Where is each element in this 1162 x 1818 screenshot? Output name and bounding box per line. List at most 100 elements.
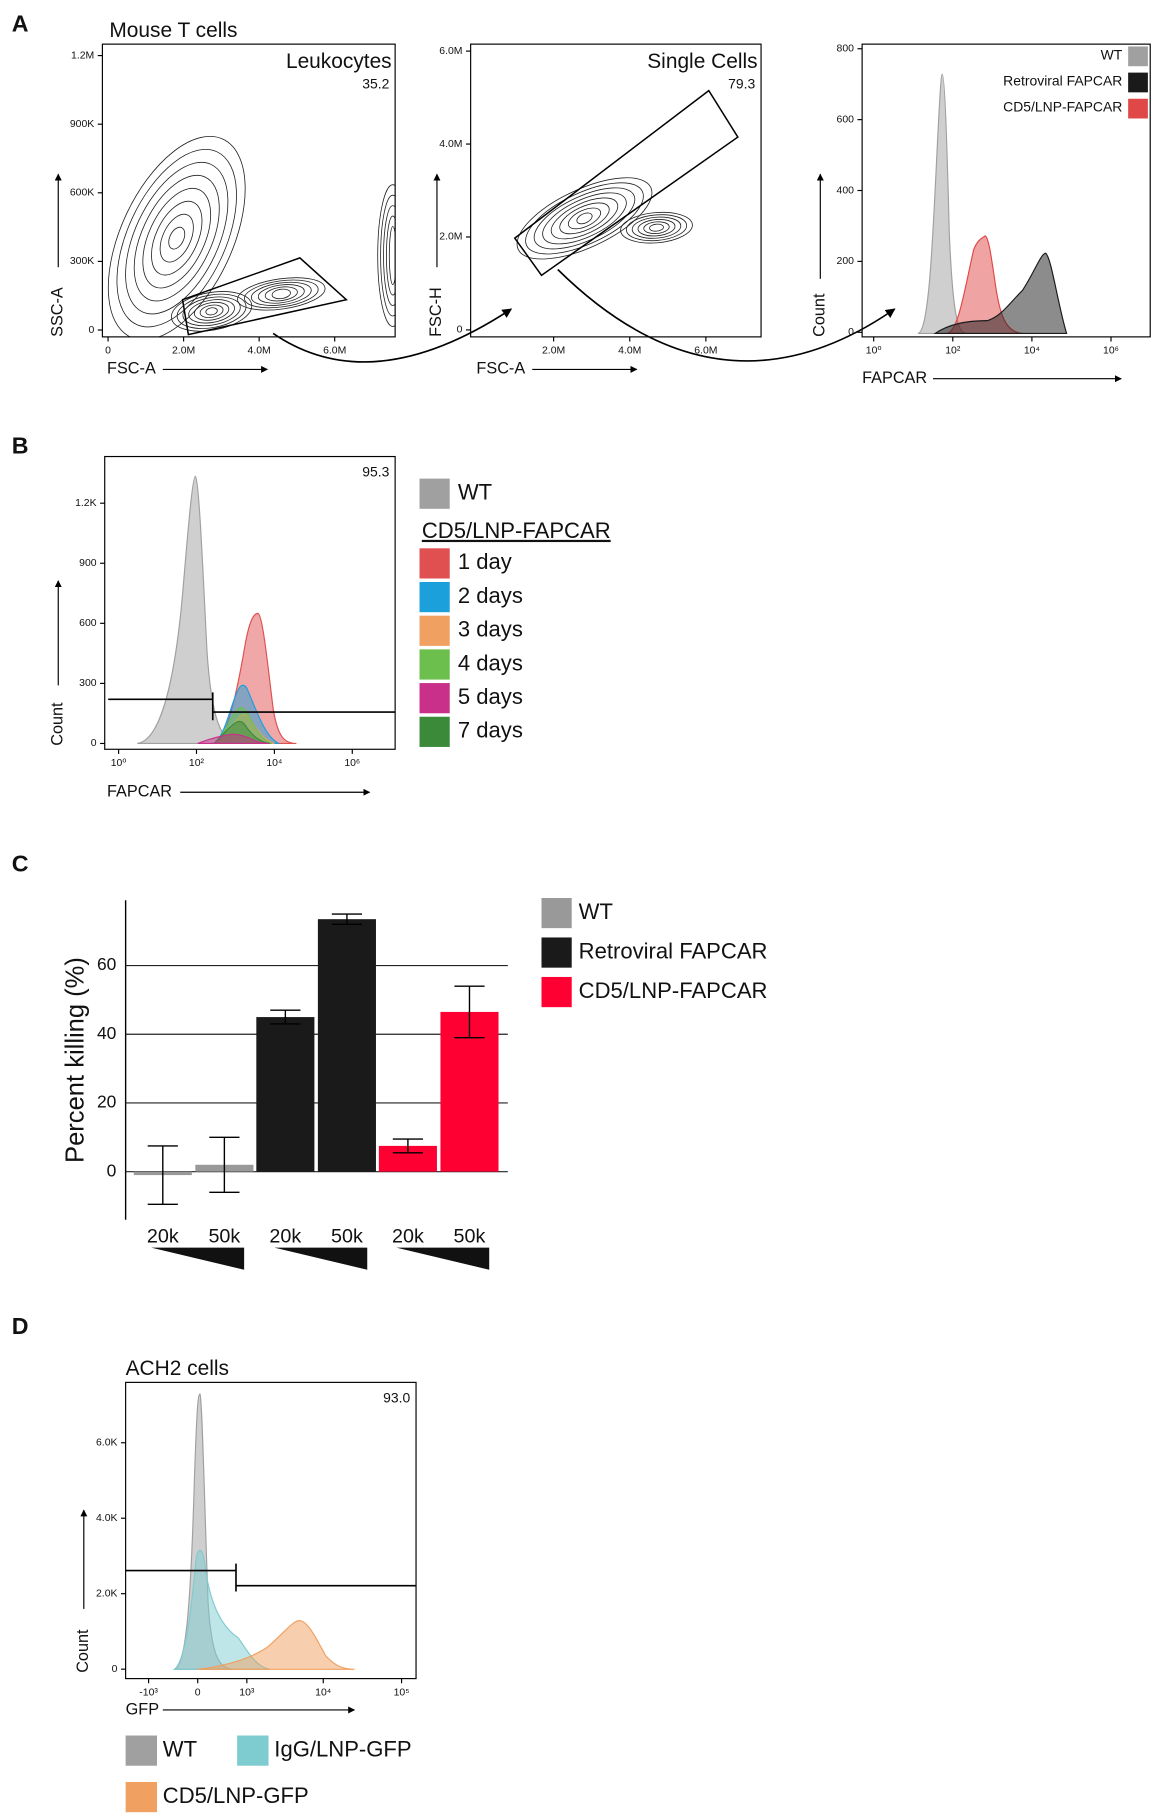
contour-line [237, 277, 326, 311]
contour-line [176, 293, 247, 329]
plot-frame [125, 1381, 417, 1680]
y-tick-label: 1.2K [75, 498, 97, 509]
contour-line [142, 187, 212, 289]
legend-label: 7 days [458, 718, 523, 743]
gate-value: 79.3 [728, 75, 755, 91]
panel-label: B [12, 432, 29, 458]
contour-plot [107, 136, 396, 337]
y-tick-label: 2.0K [96, 1588, 118, 1599]
y-tick-label: 0 [112, 1664, 118, 1675]
gate-value: 93.0 [383, 1389, 410, 1405]
x-tick-label: -10³ [139, 1687, 158, 1698]
legend-label: 3 days [458, 617, 523, 642]
legend-label: CD5/LNP-GFP [163, 1783, 309, 1808]
plot-title: ACH2 cells [126, 1357, 229, 1380]
legend-swatch [125, 1735, 157, 1766]
contour-line [620, 211, 693, 244]
contour-line [182, 296, 241, 327]
x-tick-label: 10⁴ [1024, 346, 1040, 357]
legend-swatch [419, 478, 450, 509]
legend-title: CD5/LNP-FAPCAR [422, 518, 611, 543]
contour-line [159, 213, 194, 263]
y-tick-label: 900 [79, 558, 97, 569]
legend-swatch [419, 649, 450, 680]
x-tick-label: 20k [392, 1225, 424, 1247]
contour-line [388, 226, 396, 286]
legend-label: WT [1101, 46, 1123, 62]
error-bar [209, 1136, 240, 1193]
y-tick-label: 600 [79, 618, 97, 629]
gate [513, 89, 739, 277]
x-tick-label: 10² [189, 758, 205, 769]
y-tick-label: 1.2M [71, 50, 94, 61]
y-tick-label: 40 [97, 1023, 116, 1043]
x-tick-label: 10⁴ [315, 1687, 331, 1698]
y-axis-label: FSC-H [427, 287, 445, 337]
histogram-curve [137, 475, 239, 745]
contour-line [171, 291, 253, 332]
x-tick-label: 10⁰ [866, 346, 882, 357]
contour-line [168, 226, 186, 250]
error-bar [331, 913, 363, 926]
legend-label: WT [579, 899, 613, 924]
x-axis-label: FAPCAR [107, 783, 172, 801]
y-tick-label: 900K [70, 119, 94, 130]
contour-line [625, 214, 688, 242]
y-axis-label: Count [811, 293, 829, 337]
x-tick-label: 6.0M [323, 346, 346, 357]
legend-label: Retroviral FAPCAR [1003, 73, 1122, 89]
gate-value: 35.2 [362, 75, 389, 91]
x-tick-label: 4.0M [248, 346, 271, 357]
y-tick-label: 600 [837, 114, 855, 125]
plot-frame [104, 455, 396, 750]
x-tick-label: 10³ [239, 1687, 255, 1698]
contour-line [637, 219, 676, 237]
y-axis-label: Count [49, 702, 67, 746]
plot-frame [470, 43, 762, 338]
x-tick-label: 6.0M [694, 346, 717, 357]
legend-swatch [419, 615, 450, 646]
x-tick-label: 0 [195, 1687, 201, 1698]
y-tick-label: 200 [837, 256, 855, 267]
legend-label: CD5/LNP-FAPCAR [579, 978, 768, 1003]
contour-line [649, 223, 664, 232]
legend-label: 1 day [458, 549, 512, 574]
contour-plot [516, 177, 693, 260]
legend-swatch [1128, 46, 1148, 67]
contour-line [516, 177, 653, 260]
contour-line [386, 215, 396, 296]
histogram-curve [197, 733, 270, 745]
legend-swatch [541, 937, 572, 968]
contour-line [193, 301, 230, 321]
x-axis-label: FSC-A [107, 360, 156, 378]
legend-swatch [419, 581, 450, 613]
y-tick-label: 0 [107, 1160, 117, 1180]
contour-line [199, 304, 224, 319]
legend-label: IgG/LNP-GFP [274, 1736, 411, 1761]
legend-swatch [237, 1735, 269, 1766]
bar [317, 919, 376, 1172]
contour-line [631, 216, 682, 239]
x-tick-label: 20k [269, 1225, 301, 1247]
histogram-curve [197, 1619, 355, 1670]
legend-swatch [1128, 72, 1148, 93]
legend-swatch [125, 1781, 157, 1813]
gate-arrow [272, 308, 513, 363]
legend-swatch [541, 897, 572, 929]
x-tick-label: 10⁶ [1103, 346, 1119, 357]
contour-line [125, 161, 229, 315]
contour-line [107, 136, 246, 337]
histogram-curve [172, 1549, 270, 1670]
plot-frame [101, 43, 396, 338]
error-bar [147, 1145, 178, 1205]
y-tick-label: 300K [70, 256, 94, 267]
dose-triangle [274, 1247, 368, 1270]
panel-label: D [12, 1313, 29, 1339]
y-axis-label: SSC-A [49, 287, 67, 337]
plot-title: Mouse T cells [109, 19, 237, 42]
legend-label: 2 days [458, 583, 523, 608]
y-tick-label: 4.0K [96, 1513, 118, 1524]
legend-swatch [1128, 98, 1148, 119]
y-tick-label: 60 [97, 954, 116, 974]
